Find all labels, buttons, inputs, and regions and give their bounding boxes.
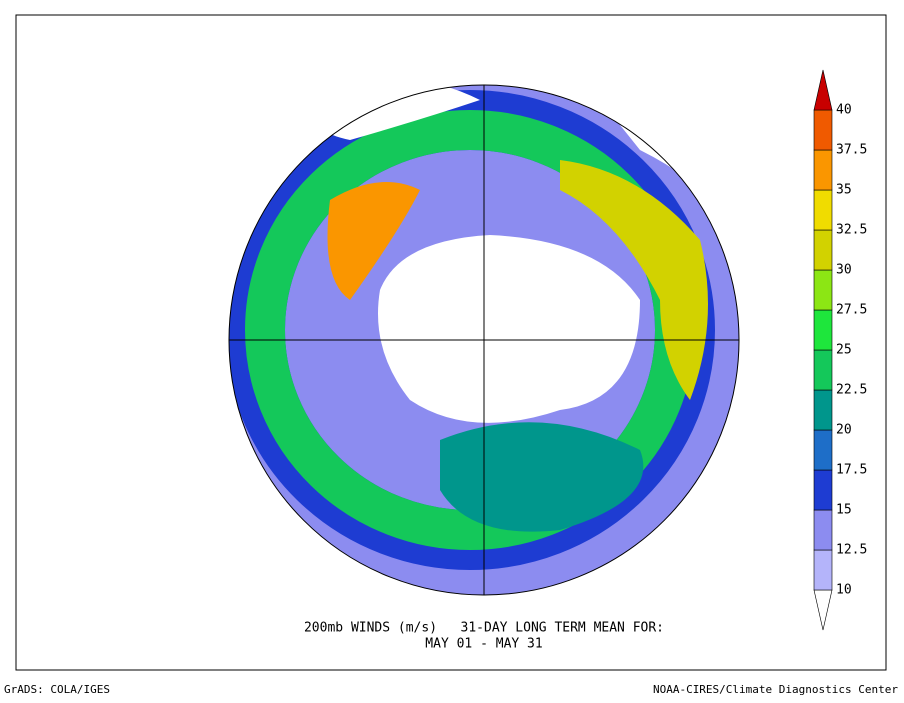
colorbar-label: 10 [836,583,852,598]
colorbar-label: 12.5 [836,543,867,558]
colorbar-label: 15 [836,503,852,518]
colorbar: 10 12.5 15 17.5 20 22.5 25 27.5 30 32.5 35 37.5 40 [813,69,867,631]
colorbar-box [813,109,833,151]
colorbar-label: 30 [836,263,852,278]
colorbar-label: 17.5 [836,463,867,478]
colorbar-box [813,389,833,431]
colorbar-label: 40 [836,103,852,118]
colorbar-label: 27.5 [836,303,867,318]
colorbar-label: 35 [836,183,852,198]
polar-calm [378,235,640,423]
colorbar-label: 22.5 [836,383,867,398]
colorbar-box [813,549,833,591]
colorbar-label: 20 [836,423,852,438]
colorbar-label: 37.5 [836,143,867,158]
band-teal [440,422,644,532]
colorbar-box [813,189,833,231]
colorbar-box [813,269,833,311]
colorbar-box [813,509,833,551]
colorbar-box [813,349,833,391]
footer-right: NOAA-CIRES/Climate Diagnostics Center [653,683,898,696]
jet-core-west [327,182,420,300]
colorbar-box [813,149,833,191]
colorbar-box [813,469,833,511]
colorbar-box [813,429,833,471]
colorbar-box [813,309,833,351]
colorbar-over [813,69,833,111]
footer-left: GrADS: COLA/IGES [4,683,110,696]
title-line: MAY 01 - MAY 31 [425,637,542,652]
title-line: 200mb WINDS (m/s) 31-DAY LONG TERM MEAN … [304,621,664,636]
colorbar-box [813,229,833,271]
colorbar-label: 32.5 [836,223,867,238]
colorbar-label: 25 [836,343,852,358]
